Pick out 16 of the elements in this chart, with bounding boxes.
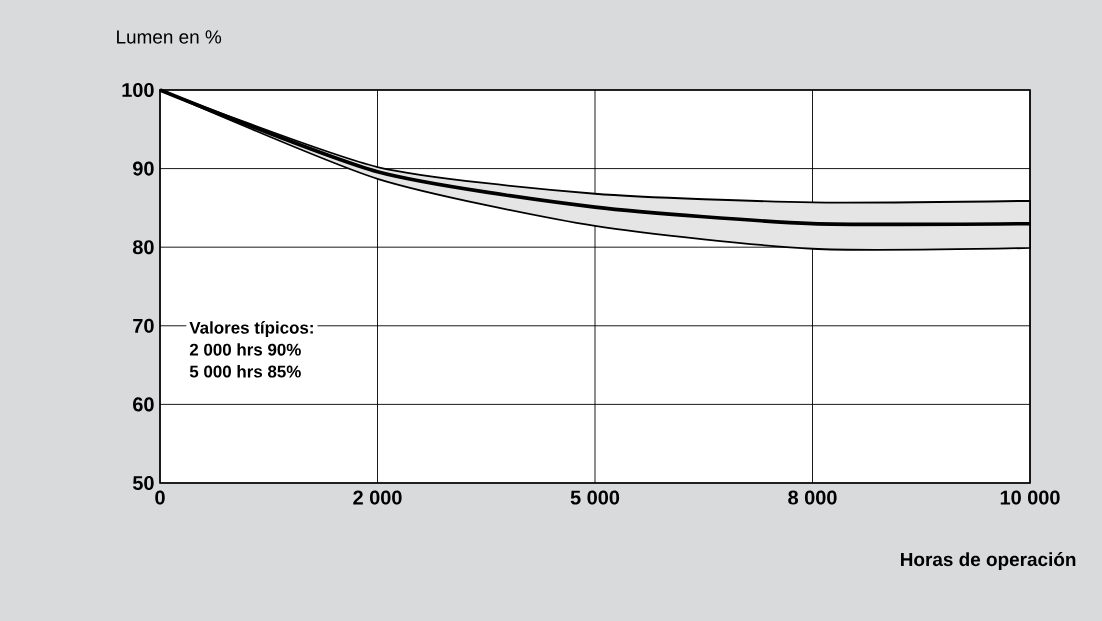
y-tick-label: 80 [132,240,154,255]
y-tick-label: 100 [122,82,154,98]
y-tick-label: 90 [133,161,154,176]
x-tick-label: 8 000 [788,490,837,505]
annotation: Valores típicos: [189,321,313,338]
x-tick-label: 5 000 [570,490,620,505]
annotation: 5 000 hrs 85% [189,365,301,378]
x-axis-title: Horas de operación [901,552,1076,570]
annotation: 2 000 hrs 90% [189,343,301,356]
x-tick-label: 2 000 [353,490,402,505]
y-axis-title: Lumen en % [117,30,222,44]
y-tick-label: 70 [133,318,154,333]
x-tick-label: 10 000 [1000,490,1060,505]
x-tick-label: 0 [155,490,165,505]
y-tick-label: 50 [132,475,154,491]
y-tick-label: 60 [133,397,154,412]
